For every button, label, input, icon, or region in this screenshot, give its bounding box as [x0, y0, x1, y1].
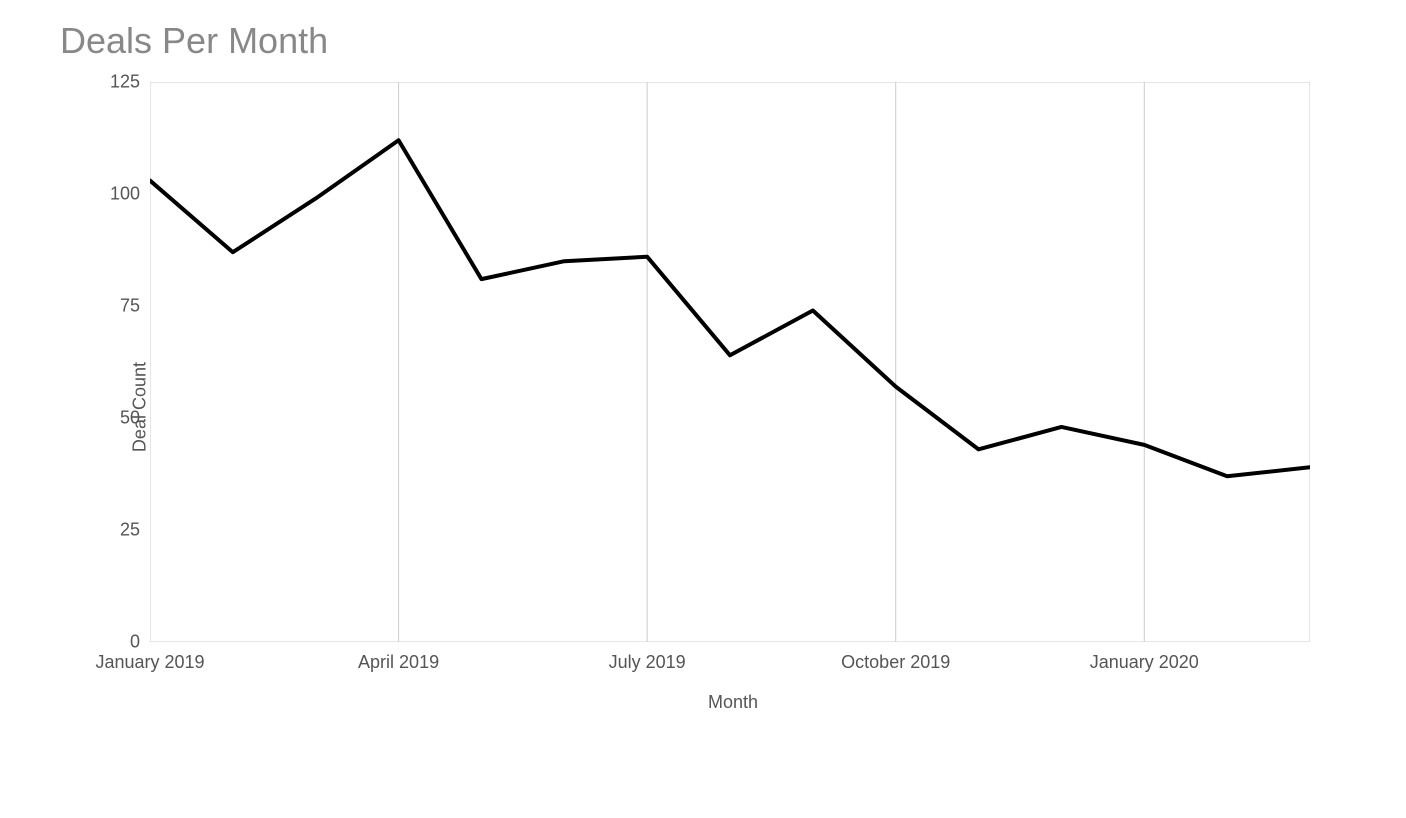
chart-svg: [150, 82, 1310, 642]
plot-wrapper: 0255075100125 Deal Count January 2019Apr…: [100, 82, 1366, 713]
x-tick-label: January 2020: [1090, 652, 1199, 673]
x-axis-label: Month: [100, 692, 1366, 713]
x-tick-label: April 2019: [358, 652, 439, 673]
data-line: [150, 140, 1310, 476]
y-axis-label: Deal Count: [130, 362, 151, 452]
chart-container: Deals Per Month 0255075100125 Deal Count…: [0, 0, 1406, 818]
y-tick-label: 125: [110, 72, 140, 93]
plot-area: Deal Count January 2019April 2019July 20…: [150, 82, 1310, 642]
x-tick-label: January 2019: [95, 652, 204, 673]
y-tick-label: 75: [120, 296, 140, 317]
x-tick-label: October 2019: [841, 652, 950, 673]
y-tick-label: 100: [110, 184, 140, 205]
chart-title: Deals Per Month: [60, 20, 1366, 62]
y-tick-label: 0: [130, 632, 140, 653]
y-tick-label: 25: [120, 520, 140, 541]
x-tick-label: July 2019: [609, 652, 686, 673]
